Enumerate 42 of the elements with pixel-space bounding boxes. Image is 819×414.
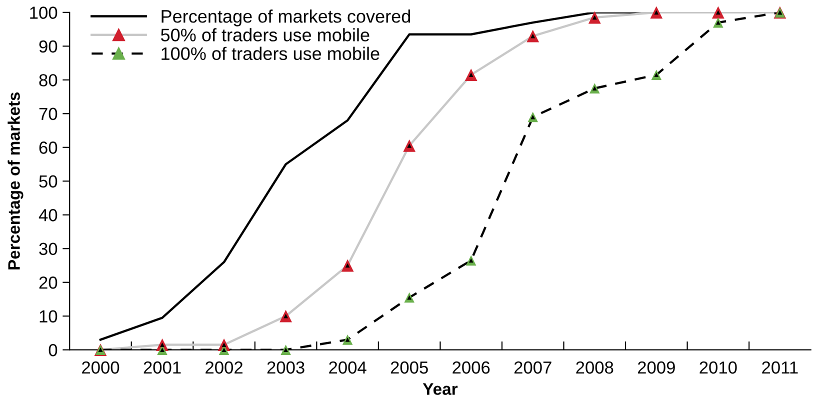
point (342, 334, 353, 345)
x-tick-label: 2010 (700, 361, 737, 374)
point (403, 139, 416, 152)
point (528, 112, 538, 122)
x-tick-label: 2006 (452, 361, 490, 374)
x-axis-title: Year (422, 383, 458, 395)
x-tick-label: 2005 (390, 361, 428, 374)
point (464, 68, 478, 82)
x-tick-label: 2009 (638, 361, 675, 374)
y-axis-title: Percentage of markets (8, 92, 24, 270)
point (589, 83, 600, 94)
x-tick-label: 2001 (144, 361, 181, 374)
point (651, 70, 662, 80)
x-tick-label: 2011 (762, 361, 798, 374)
point (404, 292, 414, 303)
x-tick-label: 2002 (206, 361, 242, 374)
y-tick-label: 30 (39, 242, 58, 256)
y-tick-label: 40 (38, 209, 58, 222)
y-tick-label: 90 (39, 40, 58, 53)
y-tick-label: 50 (39, 175, 58, 188)
point (341, 259, 354, 272)
y-tick-label: 0 (48, 344, 58, 356)
legend-label: 100% of traders use mobile (162, 46, 380, 60)
y-tick-label: 80 (39, 74, 58, 86)
x-tick-label: 2008 (576, 361, 614, 374)
point (280, 344, 291, 355)
y-tick-label: 20 (39, 276, 58, 289)
y-tick-label: 70 (39, 108, 58, 120)
point (713, 17, 724, 28)
x-tick-label: 2000 (82, 361, 120, 374)
legend-label: Percentage of markets covered (162, 10, 410, 26)
point (466, 255, 476, 266)
y-tick-label: 100 (30, 6, 58, 19)
x-tick-label: 2004 (329, 361, 366, 374)
point (280, 310, 292, 322)
point (526, 30, 540, 42)
legend-label: 50% of traders use mobile (160, 28, 370, 42)
x-tick-label: 2007 (514, 361, 552, 374)
point (588, 11, 601, 24)
x-tick-label: 2003 (267, 361, 304, 374)
y-tick-label: 10 (40, 310, 58, 323)
y-tick-label: 60 (39, 142, 58, 154)
